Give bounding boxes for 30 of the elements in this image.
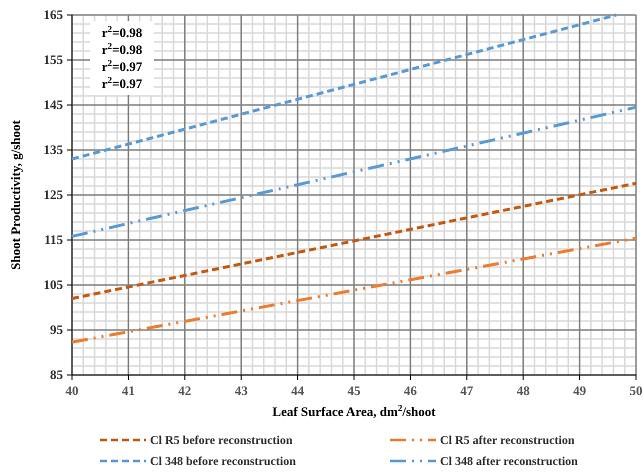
y-axis-title: Shoot Productivity, g/shoot	[8, 120, 23, 270]
x-tick-label: 50	[630, 383, 642, 398]
annotation: r$^{2}$=0.98	[102, 41, 143, 57]
x-tick-label: 41	[122, 383, 135, 398]
legend-label: Cl 348 after reconstruction	[440, 454, 578, 468]
legend-label: Cl 348 before reconstruction	[150, 454, 296, 468]
y-tick-label: 105	[44, 277, 64, 292]
y-tick-label: 115	[44, 232, 64, 248]
y-tick-label: 145	[44, 97, 64, 112]
annotation: r$^{2}$=0.97	[102, 75, 143, 91]
y-tick-label: 165	[44, 7, 64, 22]
annotation: r$^{2}$=0.98	[102, 24, 143, 40]
x-tick-label: 42	[178, 383, 192, 398]
y-tick-label: 95	[50, 322, 64, 338]
x-tick-label: 43	[234, 383, 248, 398]
y-tick-label: 85	[50, 367, 64, 382]
x-tick-label: 46	[404, 383, 418, 398]
x-axis-title: Leaf Surface Area, dm$^{2}$/shoot	[272, 403, 436, 419]
y-tick-label: 155	[44, 52, 64, 68]
annotation: r$^{2}$=0.97	[102, 58, 143, 74]
x-tick-label: 48	[516, 383, 530, 398]
x-tick-label: 44	[291, 383, 305, 398]
x-tick-label: 47	[460, 383, 474, 398]
x-tick-label: 49	[573, 383, 587, 398]
x-tick-label: 45	[348, 383, 361, 398]
y-tick-label: 135	[44, 142, 64, 158]
x-tick-label: 40	[66, 383, 78, 398]
legend-label: Cl R5 before reconstruction	[150, 433, 293, 447]
y-tick-label: 125	[44, 187, 64, 202]
legend-label: Cl R5 after reconstruction	[440, 433, 575, 447]
